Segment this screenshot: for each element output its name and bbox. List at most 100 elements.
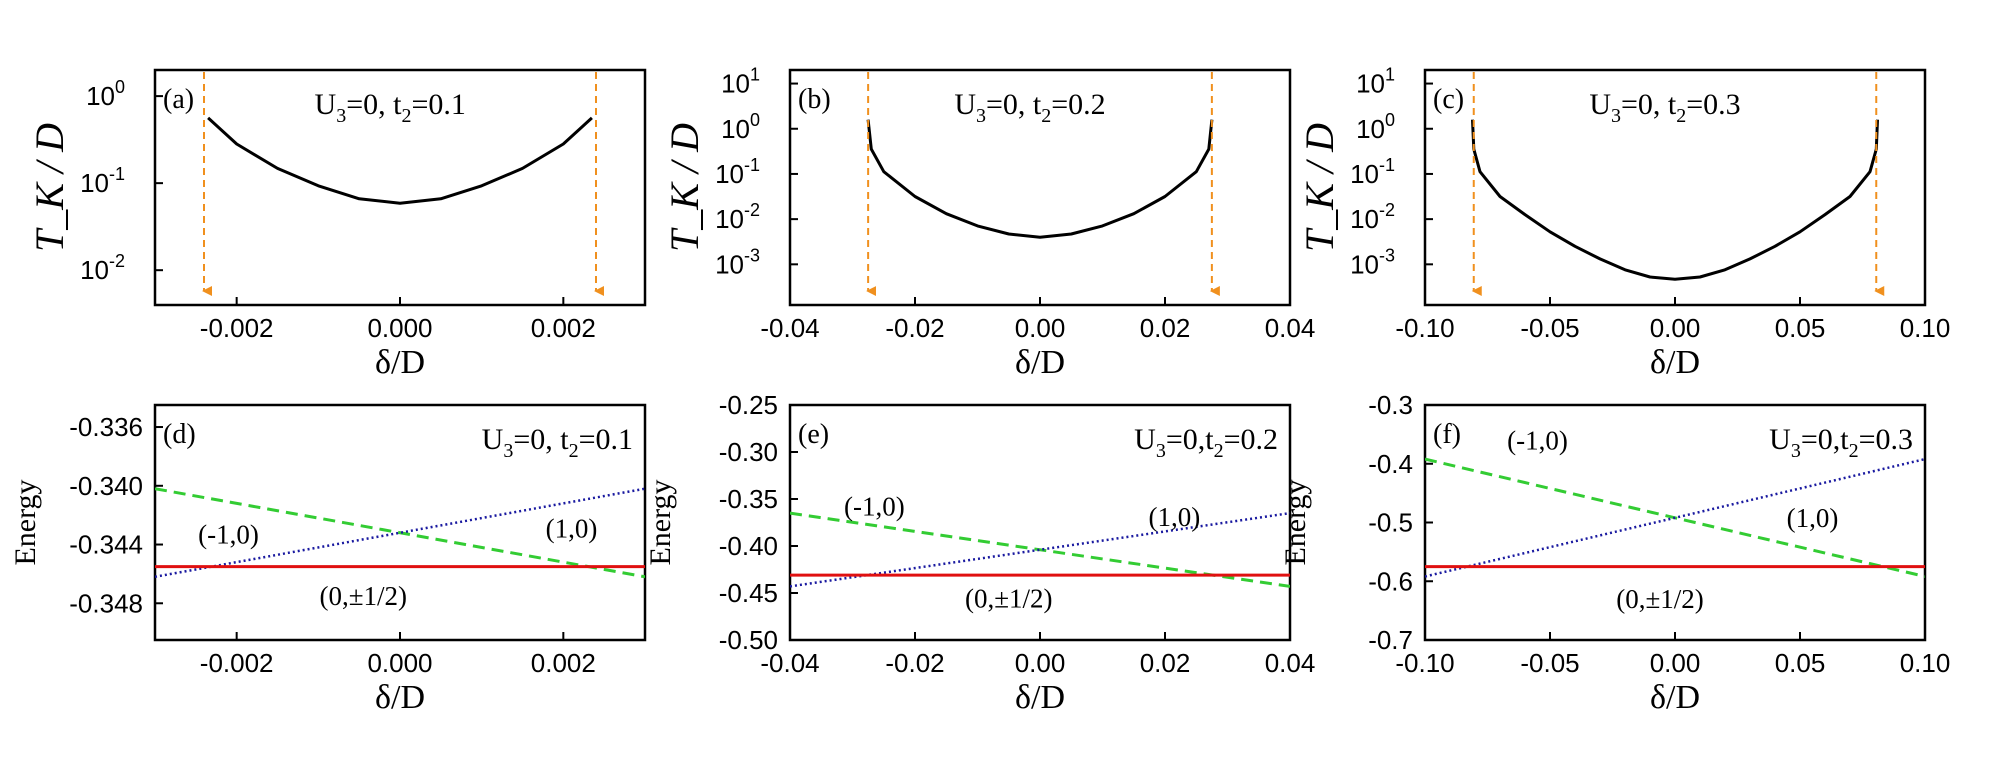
series-kondo-temperature [866, 119, 1214, 239]
parameter-annotation: U3=0, t2=0.3 [1589, 88, 1740, 127]
series-group [866, 119, 1214, 239]
y-tick-base: 10 [80, 168, 109, 198]
y-tick-label: -0.50 [719, 625, 778, 655]
x-tick-label: 0.05 [1775, 313, 1826, 343]
annotation-u-subscript: 3 [976, 105, 986, 127]
y-tick-base: 10 [1350, 249, 1379, 279]
annotation-mid: =0, t [513, 423, 569, 456]
annotation-mid: =0,t [1166, 423, 1214, 456]
panel-label: (e) [798, 419, 829, 450]
y-axis-label: T_K / D [662, 123, 707, 252]
x-tick-label: 0.04 [1265, 313, 1316, 343]
series-state-plus1-0 [790, 511, 1290, 588]
state-label: (-1,0) [1507, 425, 1568, 455]
y-tick-label: -0.25 [719, 390, 778, 420]
y-tick-label: -0.4 [1368, 449, 1413, 479]
y-tick-exponent: 0 [115, 77, 125, 97]
annotation-u-subscript: 3 [1791, 440, 1801, 462]
state-label: (-1,0) [844, 492, 905, 522]
x-tick-label: -0.10 [1395, 648, 1454, 678]
x-axis-label: δ/D [375, 679, 425, 716]
annotation-tail: =0.1 [411, 88, 465, 121]
y-tick-base: 10 [715, 204, 744, 234]
annotation-t-subscript: 2 [1041, 105, 1051, 127]
x-tick-label: -0.002 [200, 313, 274, 343]
annotation-u-subscript: 3 [336, 105, 346, 127]
y-tick-label: -0.348 [69, 588, 143, 618]
y-tick-base: 10 [721, 114, 750, 144]
annotation-tail: =0.2 [1051, 88, 1105, 121]
y-axis-label: T_K / D [1297, 123, 1342, 252]
x-tick-label: 0.00 [1015, 313, 1066, 343]
annotation-mid: =0,t [1801, 423, 1849, 456]
x-tick-label: 0.10 [1900, 313, 1951, 343]
series-kondo-temperature [1471, 119, 1879, 281]
panel-label: (f) [1433, 419, 1461, 450]
annotation-mid: =0, t [1621, 88, 1677, 121]
y-tick-label: 10-1 [80, 164, 125, 198]
series-group [790, 511, 1290, 588]
y-axis-label: Energy [644, 479, 677, 565]
y-tick-label: 10-1 [1350, 155, 1395, 189]
series-group [1471, 119, 1879, 281]
y-tick-label: 10-2 [1350, 200, 1395, 234]
y-tick-exponent: -2 [1379, 200, 1395, 220]
x-axis-label: δ/D [1650, 344, 1700, 381]
series-group [207, 116, 593, 205]
y-tick-base: 10 [86, 81, 115, 111]
x-tick-label: -0.002 [200, 648, 274, 678]
x-tick-label: 0.002 [531, 648, 596, 678]
y-tick-exponent: -2 [744, 200, 760, 220]
x-tick-label: 0.000 [367, 648, 432, 678]
y-tick-base: 10 [1350, 159, 1379, 189]
y-axis-label: Energy [9, 479, 42, 565]
y-tick-exponent: -3 [1379, 245, 1395, 265]
y-tick-label: 10-3 [1350, 245, 1395, 279]
x-tick-label: 0.000 [367, 313, 432, 343]
y-tick-label: 10-1 [715, 155, 760, 189]
series-group [155, 487, 645, 579]
y-tick-label: -0.45 [719, 578, 778, 608]
panel-label: (b) [798, 84, 831, 115]
parameter-annotation: U3=0, t2=0.2 [954, 88, 1105, 127]
series-kondo-temperature [207, 116, 593, 205]
parameter-annotation: U3=0,t2=0.3 [1769, 423, 1913, 462]
parameter-annotation: U3=0,t2=0.2 [1134, 423, 1278, 462]
panel-c: -0.10 -0.05 0.00 0.05 0.1010-310-210-1100101… [1297, 65, 1950, 381]
panel-b: -0.04 -0.02 0.00 0.02 0.0410-310-210-1100101… [662, 65, 1315, 381]
y-tick-base: 10 [721, 69, 750, 99]
x-tick-label: -0.02 [885, 648, 944, 678]
y-tick-label: -0.344 [69, 530, 143, 560]
annotation-u-subscript: 3 [1611, 105, 1621, 127]
annotation-tail: =0.2 [1224, 423, 1278, 456]
y-axis-label: Energy [1279, 479, 1312, 565]
y-tick-exponent: 1 [750, 65, 760, 85]
x-axis-label: δ/D [375, 344, 425, 381]
y-tick-label: 101 [721, 65, 760, 99]
annotation-t-subscript: 2 [1676, 105, 1686, 127]
panel-label: (a) [163, 84, 194, 115]
y-tick-base: 10 [715, 249, 744, 279]
annotation-u-subscript: 3 [1156, 440, 1166, 462]
state-label: (0,±1/2) [319, 581, 407, 611]
series-group [1425, 457, 1925, 578]
y-tick-base: 10 [80, 255, 109, 285]
x-tick-label: -0.04 [760, 313, 819, 343]
x-tick-label: 0.10 [1900, 648, 1951, 678]
annotation-u: U [1589, 88, 1611, 121]
annotation-t-subscript: 2 [401, 105, 411, 127]
y-tick-label: 10-2 [715, 200, 760, 234]
x-tick-label: 0.00 [1650, 648, 1701, 678]
state-label: (1,0) [1787, 503, 1839, 533]
x-tick-label: -0.05 [1520, 313, 1579, 343]
y-tick-label: -0.3 [1368, 390, 1413, 420]
parameter-annotation: U3=0, t2=0.1 [482, 423, 633, 462]
y-tick-label: 101 [1356, 65, 1395, 99]
y-tick-exponent: -3 [744, 245, 760, 265]
annotation-u: U [315, 88, 337, 121]
y-tick-exponent: 0 [750, 110, 760, 130]
annotation-mid: =0, t [346, 88, 402, 121]
state-label: (0,±1/2) [1616, 584, 1704, 614]
y-tick-label: -0.7 [1368, 625, 1413, 655]
annotation-u-subscript: 3 [503, 440, 513, 462]
